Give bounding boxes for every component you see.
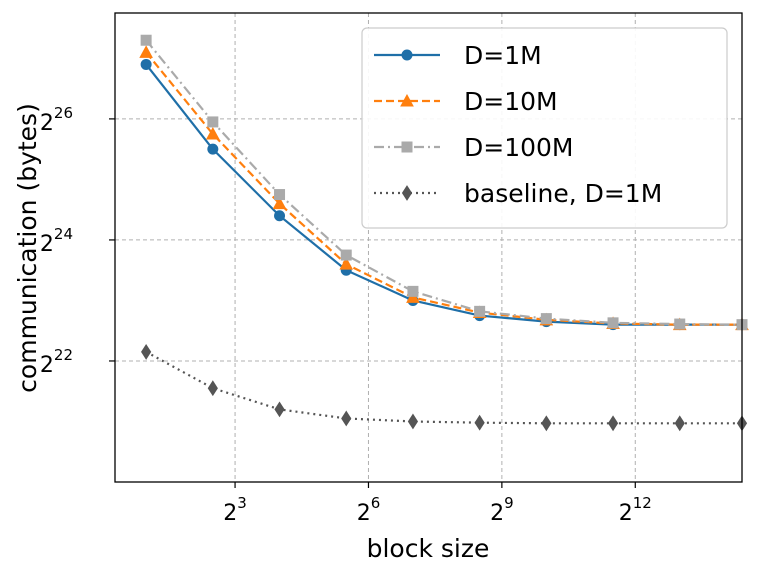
- data-point: [406, 290, 420, 303]
- data-point: [141, 343, 152, 360]
- legend: D=1M D=10M D=100M baseline, D=1M: [361, 27, 728, 229]
- y-tick-label: 226: [40, 104, 73, 136]
- series-line: [145, 350, 742, 425]
- legend-entry: D=1M: [374, 41, 542, 70]
- data-point: [341, 410, 352, 427]
- y-tick-label: 224: [40, 225, 73, 257]
- legend-label: baseline, D=1M: [464, 179, 662, 208]
- data-point: [272, 196, 287, 210]
- x-tick-label: 212: [619, 494, 652, 526]
- x-axis-label: block size: [367, 534, 490, 563]
- plot-frame: [114, 12, 743, 483]
- x-tick-label: 26: [357, 494, 381, 526]
- data-point: [674, 318, 686, 330]
- data-point: [407, 285, 419, 297]
- data-point: [474, 305, 486, 317]
- y-tick-label: 222: [40, 346, 73, 378]
- x-tick-label: 23: [223, 494, 247, 526]
- legend-label: D=10M: [464, 87, 558, 116]
- series-3: [141, 343, 748, 432]
- data-point: [140, 58, 152, 70]
- legend-entry: D=100M: [374, 133, 574, 162]
- legend-swatch-marker: [400, 93, 414, 107]
- series-line: [145, 39, 743, 326]
- data-point: [541, 415, 552, 432]
- legend-label: D=1M: [464, 41, 542, 70]
- legend-box: [361, 27, 728, 229]
- data-point: [339, 257, 354, 270]
- legend-entry: D=10M: [374, 87, 558, 116]
- data-point: [274, 210, 286, 222]
- data-point: [140, 34, 152, 46]
- legend-swatch-marker: [401, 185, 413, 201]
- data-point: [340, 249, 352, 261]
- legend-swatch-marker: [401, 141, 413, 153]
- data-point: [407, 413, 419, 430]
- data-point: [205, 126, 220, 140]
- data-point: [607, 415, 619, 432]
- data-point: [674, 415, 685, 432]
- data-point: [207, 380, 218, 397]
- legend-entry: baseline, D=1M: [374, 179, 662, 208]
- data-point: [274, 401, 285, 418]
- data-point: [139, 45, 153, 58]
- data-point: [474, 414, 485, 431]
- legend-label: D=100M: [464, 133, 574, 162]
- x-tick-label: 29: [490, 494, 514, 526]
- data-point: [274, 189, 286, 201]
- data-point: [540, 313, 552, 325]
- ticks: 23 26 29 212 222 224 226: [40, 104, 652, 526]
- data-point: [207, 116, 219, 128]
- y-axis-label: communication (bytes): [13, 103, 42, 393]
- data-point: [607, 317, 619, 329]
- data-point: [207, 143, 219, 155]
- legend-swatch-marker: [401, 49, 413, 61]
- series-layer: [139, 34, 749, 432]
